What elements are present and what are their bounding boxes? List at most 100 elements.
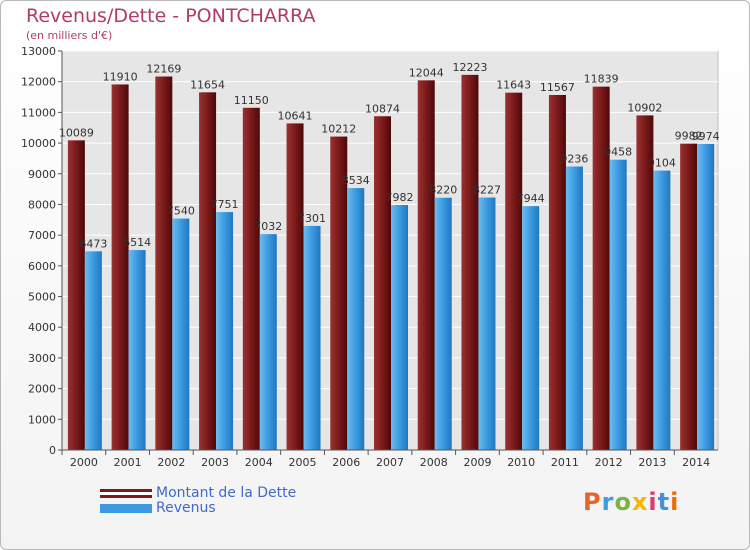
bar-revenus (128, 250, 146, 450)
data-label-dette: 12223 (452, 61, 487, 74)
x-tick-label: 2001 (114, 456, 142, 469)
data-label-revenus: 7301 (298, 212, 326, 225)
y-tick-label: 6000 (28, 260, 56, 273)
y-tick-label: 13000 (21, 45, 56, 58)
bar-dette (461, 74, 479, 450)
y-tick-label: 8000 (28, 198, 56, 211)
x-tick-label: 2008 (420, 456, 448, 469)
data-label-dette: 10874 (365, 102, 400, 115)
bar-revenus (391, 205, 408, 450)
x-tick-label: 2000 (70, 456, 98, 469)
data-label-dette: 12044 (409, 66, 444, 79)
data-label-revenus: 9236 (560, 153, 588, 166)
logo-letter: r (601, 488, 615, 516)
bar-dette (330, 136, 348, 450)
bar-dette (111, 84, 129, 450)
data-label-dette: 10089 (59, 126, 94, 139)
data-label-dette: 9982 (675, 130, 703, 143)
data-label-dette: 11567 (540, 81, 575, 94)
bar-dette (67, 140, 85, 450)
y-tick-label: 7000 (28, 229, 56, 242)
y-tick-label: 1000 (28, 413, 56, 426)
logo-letter: x (631, 488, 649, 516)
bar-dette (680, 143, 698, 450)
bar-revenus (84, 251, 102, 450)
y-tick-label: 0 (49, 444, 56, 457)
y-tick-label: 4000 (28, 321, 56, 334)
logo-letter: o (614, 488, 632, 516)
chart-subtitle: (en milliers d'€) (26, 29, 113, 42)
bar-revenus (697, 143, 715, 450)
y-tick-label: 10000 (21, 137, 56, 150)
y-tick-label: 9000 (28, 168, 56, 181)
x-tick-label: 2006 (332, 456, 360, 469)
data-label-revenus: 7982 (386, 191, 414, 204)
data-label-revenus: 6473 (79, 237, 107, 250)
bar-revenus (522, 206, 540, 450)
bar-dette (155, 76, 173, 450)
proxiti-logo: Proxiti (583, 488, 679, 516)
data-label-revenus: 6514 (123, 236, 151, 249)
data-label-dette: 11839 (584, 73, 619, 86)
bar-revenus (609, 159, 627, 450)
bar-revenus (303, 225, 321, 450)
bar-revenus (434, 197, 452, 450)
bar-dette (242, 107, 260, 451)
y-tick-label: 5000 (28, 291, 56, 304)
bar-dette (286, 123, 304, 451)
x-tick-label: 2011 (551, 456, 579, 469)
data-label-revenus: 8227 (473, 183, 501, 196)
bar-revenus (478, 197, 496, 450)
bar-dette (548, 94, 566, 450)
bar-dette (505, 92, 523, 450)
data-label-revenus: 7944 (517, 192, 545, 205)
data-label-dette: 11910 (103, 70, 138, 83)
x-tick-label: 2009 (463, 456, 491, 469)
data-label-dette: 12169 (146, 63, 181, 76)
bar-revenus (259, 234, 277, 450)
legend-swatch-dette (100, 489, 152, 498)
data-label-dette: 10902 (627, 101, 662, 114)
data-label-dette: 11654 (190, 78, 225, 91)
data-label-revenus: 9974 (692, 130, 720, 143)
bar-dette (374, 116, 391, 451)
chart-title: Revenus/Dette - PONTCHARRA (26, 5, 316, 27)
legend-label-dette: Montant de la Dette (156, 485, 297, 501)
x-tick-label: 2004 (245, 456, 273, 469)
data-label-revenus: 7751 (211, 198, 239, 211)
data-label-revenus: 9104 (648, 157, 676, 170)
bar-dette (592, 86, 610, 451)
x-tick-label: 2012 (595, 456, 623, 469)
legend-label-revenus: Revenus (156, 500, 216, 516)
bar-revenus (653, 170, 671, 451)
bar-revenus (565, 166, 583, 450)
legend-swatch-revenus (100, 504, 152, 513)
logo-letter: t (657, 488, 671, 516)
x-tick-label: 2003 (201, 456, 229, 469)
logo-letter: i (670, 488, 680, 516)
bar-revenus (216, 212, 234, 450)
data-label-dette: 10212 (321, 123, 356, 136)
bar-dette (199, 92, 217, 451)
x-tick-label: 2007 (376, 456, 404, 469)
data-label-dette: 11643 (496, 79, 531, 92)
data-label-revenus: 9458 (604, 146, 632, 159)
x-tick-label: 2010 (507, 456, 535, 469)
data-label-revenus: 8220 (429, 184, 457, 197)
bar-revenus (347, 188, 365, 451)
y-tick-label: 11000 (21, 106, 56, 119)
y-tick-label: 2000 (28, 383, 56, 396)
x-tick-label: 2005 (289, 456, 317, 469)
y-tick-label: 12000 (21, 76, 56, 89)
y-tick-label: 3000 (28, 352, 56, 365)
logo-letter: i (648, 488, 658, 516)
data-label-revenus: 7032 (254, 220, 282, 233)
data-label-revenus: 7540 (167, 205, 195, 218)
x-tick-label: 2002 (157, 456, 185, 469)
bar-revenus (172, 218, 190, 450)
bar-dette (636, 115, 654, 451)
logo-letter: P (583, 488, 602, 516)
data-label-dette: 11150 (234, 94, 269, 107)
data-label-dette: 10641 (278, 109, 313, 122)
